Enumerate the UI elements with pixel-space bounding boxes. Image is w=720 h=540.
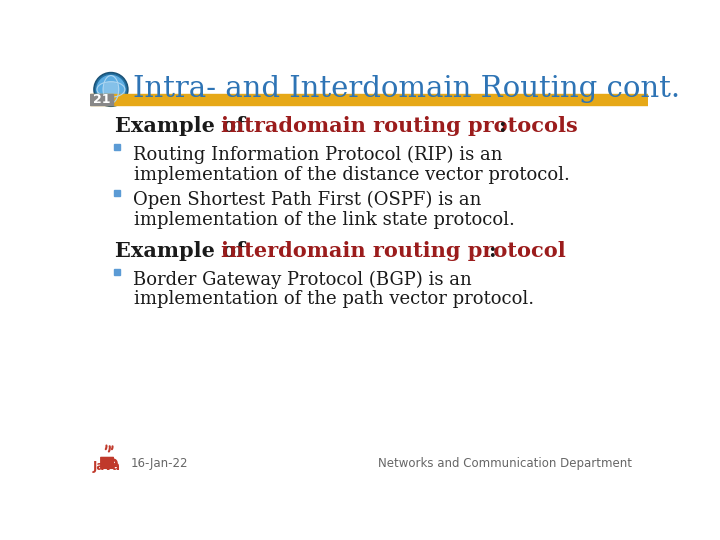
Text: Open Shortest Path First (OSPF) is an: Open Shortest Path First (OSPF) is an [132,191,481,210]
Bar [114,269,120,275]
Text: :: : [498,117,505,137]
Text: 16-Jan-22: 16-Jan-22 [130,457,188,470]
Circle shape [103,82,119,97]
Bar [90,94,113,105]
Bar [90,94,648,105]
Text: Example of: Example of [114,241,252,261]
Text: interdomain routing protocol: interdomain routing protocol [221,241,566,261]
Text: Routing Information Protocol (RIP) is an: Routing Information Protocol (RIP) is an [132,146,502,164]
FancyArrowPatch shape [106,446,107,449]
Bar [114,190,120,195]
Text: Networks and Communication Department: Networks and Communication Department [379,457,632,470]
Circle shape [96,74,127,105]
Text: implementation of the path vector protocol.: implementation of the path vector protoc… [134,291,534,308]
Text: 21: 21 [93,93,110,106]
Text: :: : [488,241,496,261]
FancyArrowPatch shape [109,446,110,451]
Text: Border Gateway Protocol (BGP) is an: Border Gateway Protocol (BGP) is an [132,271,472,289]
Bar [114,144,120,150]
Text: Intra- and Interdomain Routing cont.: Intra- and Interdomain Routing cont. [133,76,680,104]
Circle shape [94,72,128,106]
Text: implementation of the distance vector protocol.: implementation of the distance vector pr… [134,166,570,184]
Text: implementation of the link state protocol.: implementation of the link state protoco… [134,211,515,229]
Circle shape [97,76,125,103]
FancyBboxPatch shape [100,457,114,469]
Text: intradomain routing protocols: intradomain routing protocols [221,117,578,137]
Text: Example of: Example of [114,117,252,137]
Text: Java: Java [93,460,121,473]
